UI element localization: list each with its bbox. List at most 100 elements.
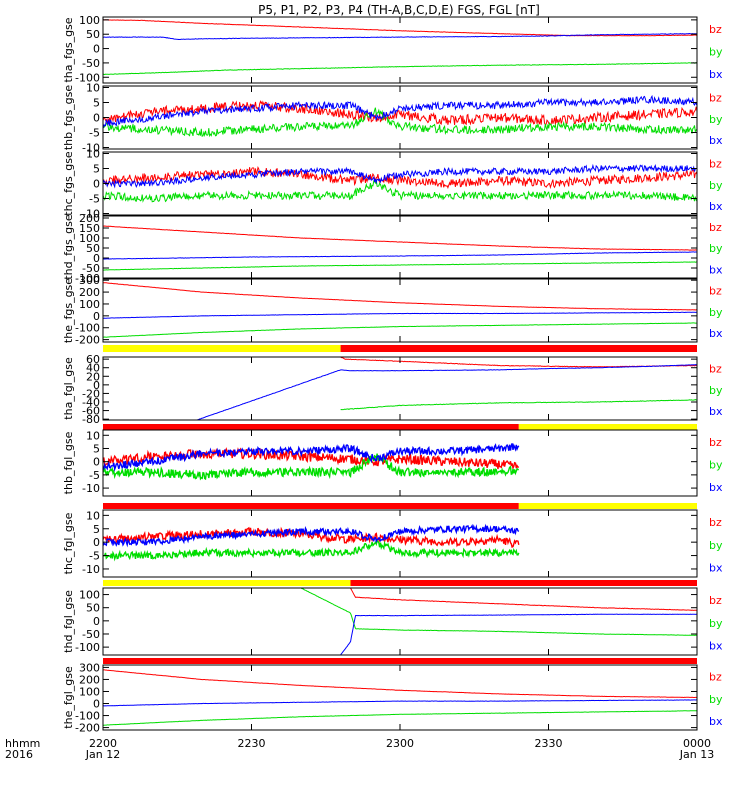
- series-by-line: [103, 540, 520, 562]
- legend-bz: bz: [709, 157, 722, 170]
- x-tick-label: 0000: [683, 737, 711, 750]
- flag-segment-red: [103, 658, 697, 664]
- figure-title: P5, P1, P2, P3, P4 (TH-A,B,C,D,E) FGS, F…: [258, 3, 540, 17]
- y-tick-label: 0: [93, 536, 100, 549]
- series-bx-line: [103, 251, 697, 260]
- y-axis-label: the_fgl_gse: [62, 666, 75, 729]
- series-bx-line: [340, 613, 697, 655]
- series-by-line: [340, 399, 697, 411]
- y-tick-label: 50: [86, 602, 100, 615]
- y-tick-label: -50: [82, 262, 100, 275]
- y-axis-label: the_fgs_gse: [62, 278, 75, 343]
- y-tick-label: 100: [79, 685, 100, 698]
- legend-by: by: [709, 45, 723, 58]
- y-tick-label: -200: [75, 334, 100, 347]
- legend-bz: bz: [709, 671, 722, 684]
- series-bx-line: [196, 364, 697, 420]
- legend-bx: bx: [709, 481, 723, 494]
- y-tick-label: 0: [93, 379, 100, 392]
- panel-frame: [102, 509, 698, 578]
- series-bz-line: [103, 19, 697, 37]
- legend-bx: bx: [709, 327, 723, 340]
- flag-segment-red: [340, 345, 697, 352]
- y-tick-label: 60: [86, 353, 100, 366]
- legend-bx: bx: [709, 134, 723, 147]
- y-tick-label: 5: [93, 523, 100, 536]
- y-axis-label: thb_fgl_gse: [62, 431, 75, 494]
- series-bx-line: [103, 163, 697, 189]
- y-tick-label: 300: [79, 661, 100, 674]
- y-tick-label: 150: [79, 222, 100, 235]
- panel-frame: [102, 215, 698, 279]
- legend-by: by: [709, 458, 723, 471]
- y-tick-label: -10: [82, 208, 100, 221]
- series-bx-line: [103, 311, 697, 319]
- series-bz-line: [340, 357, 697, 368]
- flag-segment-yellow: [103, 345, 341, 352]
- y-tick-label: 20: [86, 370, 100, 383]
- series-bx-line: [103, 443, 520, 472]
- series-bx-line: [103, 523, 520, 548]
- y-tick-label: 200: [79, 212, 100, 225]
- legend-bz: bz: [709, 436, 722, 449]
- legend-by: by: [709, 693, 723, 706]
- y-tick-label: -200: [75, 722, 100, 735]
- y-tick-label: 10: [86, 429, 100, 442]
- series-bx-line: [103, 32, 697, 41]
- y-tick-label: 0: [93, 698, 100, 711]
- y-axis-label: thd_fgl_gse: [62, 590, 75, 653]
- flag-segment-red: [350, 580, 697, 586]
- y-tick-label: -10: [82, 142, 100, 155]
- y-tick-label: 300: [79, 274, 100, 287]
- panel-frame: [102, 664, 698, 731]
- y-tick-label: -20: [82, 387, 100, 400]
- y-tick-label: -100: [75, 641, 100, 654]
- y-tick-label: -40: [82, 396, 100, 409]
- panel-frame: [102, 429, 698, 497]
- y-axis-label: tha_fgl_gse: [62, 357, 75, 420]
- y-tick-label: 100: [79, 589, 100, 602]
- legend-by: by: [709, 113, 723, 126]
- legend-bx: bx: [709, 562, 723, 575]
- panel-frame: [102, 85, 698, 150]
- series-by-line: [103, 453, 519, 481]
- y-tick-label: 0: [93, 615, 100, 628]
- y-tick-label: 0: [93, 456, 100, 469]
- hhmm-label: hhmm: [5, 737, 40, 750]
- y-axis-label: tha_fgs_gse: [62, 17, 75, 82]
- legend-by: by: [709, 179, 723, 192]
- legend-bz: bz: [709, 516, 722, 529]
- legend-by: by: [709, 384, 723, 397]
- y-tick-label: 100: [79, 298, 100, 311]
- y-tick-label: 0: [93, 178, 100, 191]
- y-tick-label: 0: [93, 252, 100, 265]
- series-by-line: [103, 322, 697, 338]
- series-bz-line: [350, 588, 697, 611]
- y-tick-label: -50: [82, 628, 100, 641]
- y-axis-label: thb_fgs_gse: [62, 85, 75, 151]
- x-tick-label: 2330: [535, 737, 563, 750]
- legend-bz: bz: [709, 221, 722, 234]
- y-axis-label: thc_fgs_gse: [62, 151, 75, 216]
- y-tick-label: -60: [82, 405, 100, 418]
- flag-segment-yellow: [103, 580, 351, 586]
- y-tick-label: 100: [79, 14, 100, 27]
- y-tick-label: 50: [86, 242, 100, 255]
- series-bz-line: [103, 99, 697, 126]
- y-axis-label: thc_fgl_gse: [62, 512, 75, 574]
- y-tick-label: -80: [82, 413, 100, 426]
- y-axis-label: thd_fgs_gse: [62, 214, 75, 280]
- y-tick-label: 10: [86, 82, 100, 95]
- y-tick-label: 50: [86, 28, 100, 41]
- y-tick-label: 0: [93, 43, 100, 56]
- series-by-line: [103, 107, 697, 138]
- y-tick-label: -5: [89, 193, 100, 206]
- y-tick-label: 100: [79, 232, 100, 245]
